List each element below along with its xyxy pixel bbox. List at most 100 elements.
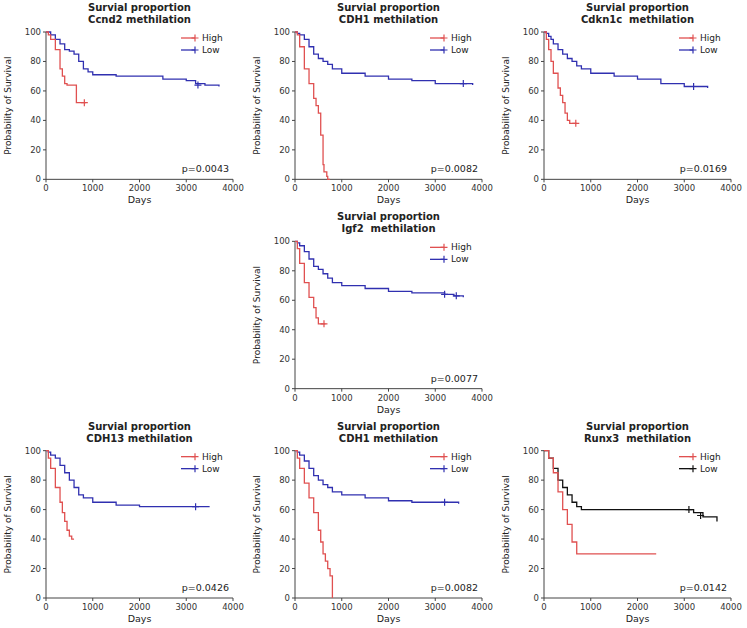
x-tick-label: 0 (292, 183, 297, 193)
y-axis-label: Probability of Survival (3, 57, 13, 155)
y-tick-label: 20 (279, 354, 290, 364)
legend-marker (192, 453, 199, 460)
panel: Survial proportionCDH1 methilation010002… (252, 2, 493, 205)
y-tick (292, 329, 295, 330)
y-tick-label: 40 (279, 325, 290, 335)
censor-mark (320, 320, 327, 327)
legend-marker (690, 453, 697, 460)
survival-curve (46, 451, 210, 507)
y-tick-label: 60 (30, 505, 41, 515)
y-tick-label: 40 (528, 534, 539, 544)
legend-marker (441, 244, 448, 251)
x-tick (233, 179, 234, 182)
x-tick (186, 179, 187, 182)
legend-label: Low (700, 45, 718, 55)
x-axis-label: Days (128, 613, 152, 624)
x-tick (233, 598, 234, 601)
x-tick-label: 4000 (222, 183, 244, 193)
y-tick (292, 450, 295, 451)
x-tick-label: 2000 (378, 183, 400, 193)
x-tick (684, 598, 685, 601)
title: Survial proportionCDH13 methilation (86, 421, 192, 444)
x-tick (435, 598, 436, 601)
y-tick (43, 149, 46, 150)
legend: High Low (430, 452, 472, 474)
p-value: p=0.0142 (680, 582, 727, 593)
y-axis-label: Probability of Survival (252, 57, 262, 155)
y-tick (43, 568, 46, 569)
legend: High Low (679, 452, 721, 474)
panel: Survial proportionCDH13 methilation01000… (3, 421, 244, 624)
y-tick-label: 60 (279, 86, 290, 96)
y-tick (292, 120, 295, 121)
x-tick-label: 2000 (129, 183, 151, 193)
legend-label: High (451, 33, 472, 43)
plot-area (544, 451, 717, 554)
y-tick-label: 0 (285, 174, 290, 184)
y-tick (292, 300, 295, 301)
panel: Survial proportionCDH1 methilation010002… (252, 421, 493, 624)
x-tick (482, 389, 483, 392)
title-line: Runx3 methilation (584, 433, 691, 444)
censor-mark (81, 99, 88, 106)
legend-label: High (700, 452, 721, 462)
survival-curve (544, 32, 577, 123)
y-tick-label: 20 (30, 145, 41, 155)
x-tick (139, 598, 140, 601)
y-tick (292, 359, 295, 360)
x-tick (341, 389, 342, 392)
x-tick (731, 598, 732, 601)
x-tick-label: 0 (541, 602, 546, 612)
x-tick-label: 2000 (378, 393, 400, 403)
x-axis-label: Days (626, 194, 650, 205)
censor-mark (194, 82, 201, 89)
title-line: Survial proportion (88, 421, 191, 432)
title-line: Survial proportion (88, 2, 191, 13)
x-tick-label: 2000 (129, 602, 151, 612)
legend-marker (441, 35, 448, 42)
survival-curve (295, 241, 325, 324)
x-tick (92, 598, 93, 601)
x-tick-label: 2000 (627, 602, 649, 612)
survival-curve (295, 32, 473, 85)
legend-label: Low (451, 464, 469, 474)
y-axis-label: Probability of Survival (3, 475, 13, 573)
p-value: p=0.0169 (680, 163, 727, 174)
title-line: Survial proportion (337, 2, 440, 13)
y-tick-label: 20 (279, 145, 290, 155)
legend-label: High (451, 452, 472, 462)
x-axis-label: Days (626, 613, 650, 624)
y-tick-label: 40 (279, 534, 290, 544)
y-tick (43, 450, 46, 451)
x-tick-label: 1000 (82, 602, 104, 612)
y-tick (541, 149, 544, 150)
y-tick-label: 100 (523, 27, 539, 37)
x-tick-label: 1000 (331, 602, 353, 612)
x-tick-label: 4000 (222, 602, 244, 612)
y-tick (292, 598, 295, 599)
legend-label: Low (451, 254, 469, 264)
p-value: p=0.0077 (431, 373, 478, 384)
x-tick (341, 179, 342, 182)
legend-label: Low (202, 45, 220, 55)
survival-curve (295, 451, 332, 598)
y-tick (541, 120, 544, 121)
y-axis-label: Probability of Survival (252, 266, 262, 364)
y-tick (43, 90, 46, 91)
legend-label: High (202, 33, 223, 43)
plot-area (295, 241, 463, 327)
plot-area (295, 32, 473, 179)
x-tick-label: 4000 (471, 393, 493, 403)
y-tick-label: 80 (279, 56, 290, 66)
x-tick (92, 179, 93, 182)
x-tick-label: 3000 (175, 183, 197, 193)
title-line: Survial proportion (337, 421, 440, 432)
x-tick (139, 179, 140, 182)
y-tick-label: 80 (279, 266, 290, 276)
title: Survial proportionCDH1 methilation (337, 421, 440, 444)
legend-label: Low (700, 464, 718, 474)
legend-marker (690, 35, 697, 42)
figure: Survial proportionCcnd2 methilation01000… (0, 0, 747, 628)
x-tick-label: 1000 (331, 183, 353, 193)
x-tick (435, 179, 436, 182)
